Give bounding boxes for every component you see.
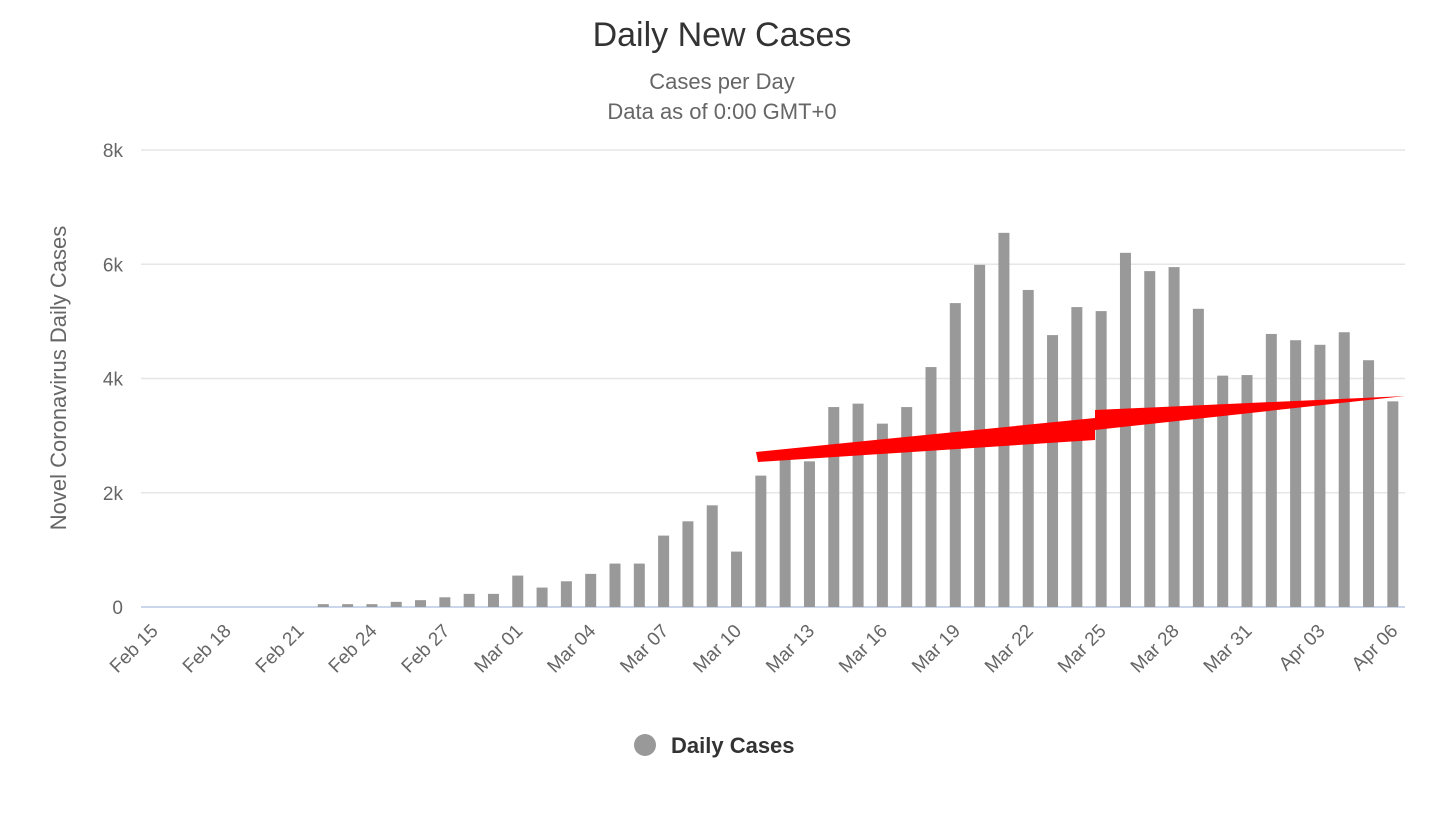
labels: 0 2k 4k 6k 8k Feb 15 Feb 18 Feb 21 Feb 24 Feb 27 M…	[103, 141, 1402, 758]
x-tick-label: Mar 22	[981, 621, 1038, 678]
bar	[1144, 271, 1156, 607]
x-tick-label: Mar 01	[471, 621, 528, 678]
bar	[803, 461, 815, 607]
x-tick-label: Apr 06	[1348, 621, 1402, 675]
bar	[415, 600, 427, 607]
bar	[439, 597, 451, 607]
y-tick-label: 2k	[103, 484, 124, 505]
bar	[366, 604, 378, 607]
y-tick-label: 8k	[103, 141, 124, 162]
bar	[1241, 375, 1253, 607]
x-tick-label: Feb 18	[179, 621, 236, 678]
bar	[925, 367, 937, 607]
x-tick-label: Feb 24	[325, 620, 382, 677]
y-axis-label: Novel Coronavirus Daily Cases	[46, 226, 71, 530]
x-tick-label: Mar 04	[544, 620, 601, 677]
bar	[658, 535, 670, 607]
bar	[828, 407, 840, 607]
bar	[1314, 344, 1326, 607]
annotation-arrow	[756, 396, 1405, 462]
bar	[585, 573, 597, 607]
x-tick-label: Mar 19	[908, 621, 965, 678]
bar	[755, 475, 767, 607]
bar	[1290, 340, 1302, 607]
bar	[1095, 311, 1107, 607]
bar	[487, 593, 499, 607]
bar	[1168, 267, 1180, 607]
x-tick-label: Mar 31	[1200, 621, 1257, 678]
bar	[998, 232, 1010, 608]
bar	[779, 455, 791, 607]
bars	[317, 232, 1399, 608]
x-tick-label: Mar 13	[762, 621, 819, 678]
y-tick-label: 6k	[103, 255, 124, 276]
bar	[390, 601, 402, 607]
bar	[949, 303, 961, 607]
bar	[1071, 307, 1083, 607]
legend-marker	[634, 734, 656, 756]
x-tick-label: Mar 16	[835, 621, 892, 678]
bar	[512, 575, 524, 607]
bar	[1119, 252, 1131, 607]
bar	[1192, 308, 1204, 607]
bar	[342, 604, 354, 607]
x-tick-label: Mar 07	[616, 621, 673, 678]
x-tick-label: Mar 25	[1054, 621, 1111, 678]
x-tick-label: Apr 03	[1275, 621, 1329, 675]
x-tick-label: Feb 21	[252, 621, 309, 678]
x-tick-label: Mar 28	[1127, 621, 1184, 678]
bar	[1047, 335, 1059, 607]
y-tick-label: 4k	[103, 370, 124, 391]
bar	[682, 521, 694, 607]
bar	[536, 587, 548, 607]
bar	[901, 407, 913, 607]
x-tick-label: Mar 10	[689, 621, 746, 678]
bar	[731, 551, 743, 607]
bar	[560, 581, 572, 607]
bar	[1265, 333, 1277, 607]
chart-subtitle: Cases per Day	[649, 69, 795, 94]
bar	[876, 423, 888, 607]
bar	[317, 604, 329, 607]
bar	[1217, 375, 1229, 607]
bar	[633, 563, 645, 607]
bar	[1022, 289, 1034, 607]
bar	[1338, 332, 1350, 607]
chart-title: Daily New Cases	[593, 16, 852, 54]
grid	[141, 149, 1405, 608]
x-tick-label: Feb 15	[106, 621, 163, 678]
legend-label: Daily Cases	[671, 733, 795, 758]
bar	[463, 593, 475, 607]
bar	[1363, 360, 1375, 607]
chart-subtitle: Data as of 0:00 GMT+0	[607, 99, 836, 124]
bar	[852, 403, 864, 607]
bar	[706, 505, 718, 607]
y-tick-label: 0	[112, 598, 123, 619]
bar	[1387, 401, 1399, 607]
bar	[609, 563, 621, 607]
x-tick-label: Feb 27	[398, 621, 455, 678]
